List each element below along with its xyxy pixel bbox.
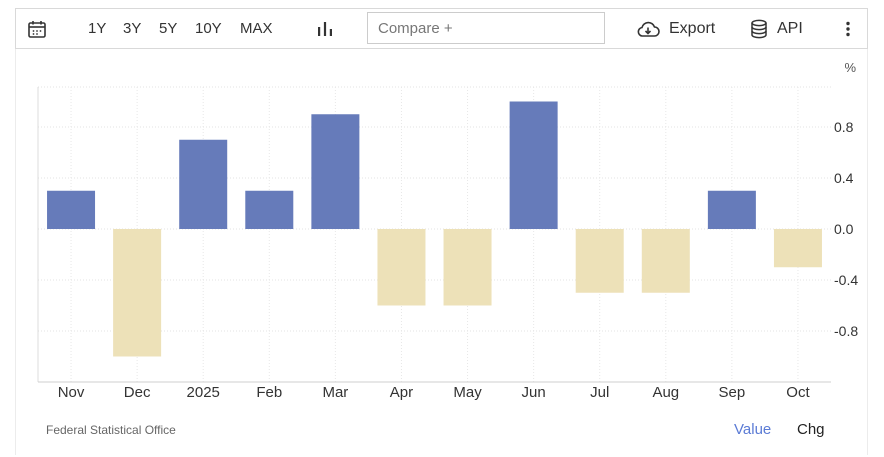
x-tick-label: May (453, 384, 482, 401)
export-button[interactable]: Export (635, 9, 715, 48)
y-tick-label: 0.8 (834, 119, 854, 135)
bar-dec[interactable] (113, 229, 162, 357)
bar-aug[interactable] (641, 229, 690, 293)
x-tick-label: Sep (719, 384, 746, 401)
compare-input[interactable] (367, 12, 605, 44)
bar-feb[interactable] (245, 190, 294, 229)
range-1y-button[interactable]: 1Y (88, 20, 107, 37)
y-tick-label: -0.4 (834, 272, 858, 288)
chart-type-button[interactable] (316, 9, 334, 48)
unit-label: % (844, 60, 856, 75)
value-toggle[interactable]: Value (734, 421, 772, 438)
range-3y-button[interactable]: 3Y (123, 20, 142, 37)
x-tick-label: Dec (124, 384, 151, 401)
bar-oct[interactable] (773, 229, 822, 268)
bar-apr[interactable] (377, 229, 426, 306)
range-max-button[interactable]: MAX (240, 20, 273, 37)
y-tick-label: 0.4 (834, 170, 854, 186)
bar-nov[interactable] (47, 190, 96, 229)
x-tick-label: 2025 (187, 384, 220, 401)
bar-2025[interactable] (179, 139, 228, 229)
bar-jul[interactable] (575, 229, 624, 293)
x-tick-label: Apr (390, 384, 413, 401)
calendar-button[interactable] (27, 9, 47, 48)
x-tick-label: Feb (256, 384, 282, 401)
bar-sep[interactable] (707, 190, 756, 229)
more-vertical-icon (846, 21, 850, 36)
cloud-download-icon (637, 21, 660, 37)
x-tick-label: Aug (652, 384, 679, 401)
more-options-button[interactable] (844, 9, 852, 48)
y-tick-label: -0.8 (834, 323, 858, 339)
bar-chart-icon (318, 21, 332, 36)
api-label: API (777, 19, 803, 37)
x-tick-label: Jul (590, 384, 609, 401)
range-10y-button[interactable]: 10Y (195, 20, 222, 37)
calendar-icon (28, 20, 46, 38)
bar-mar[interactable] (311, 114, 360, 229)
bar-may[interactable] (443, 229, 492, 306)
x-tick-label: Jun (522, 384, 546, 401)
x-tick-label: Mar (322, 384, 348, 401)
database-icon (751, 19, 767, 38)
source-label: Federal Statistical Office (46, 423, 176, 437)
x-tick-label: Oct (786, 384, 810, 401)
api-button[interactable]: API (750, 9, 803, 48)
export-label: Export (669, 19, 716, 37)
range-5y-button[interactable]: 5Y (159, 20, 178, 37)
chg-toggle[interactable]: Chg (797, 421, 825, 438)
bar-jun[interactable] (509, 101, 558, 230)
chart-toolbar: 1Y 3Y 5Y 10Y MAX Export API (15, 8, 868, 49)
chart-frame (15, 49, 868, 455)
x-tick-label: Nov (58, 384, 85, 401)
y-tick-label: 0.0 (834, 221, 854, 237)
